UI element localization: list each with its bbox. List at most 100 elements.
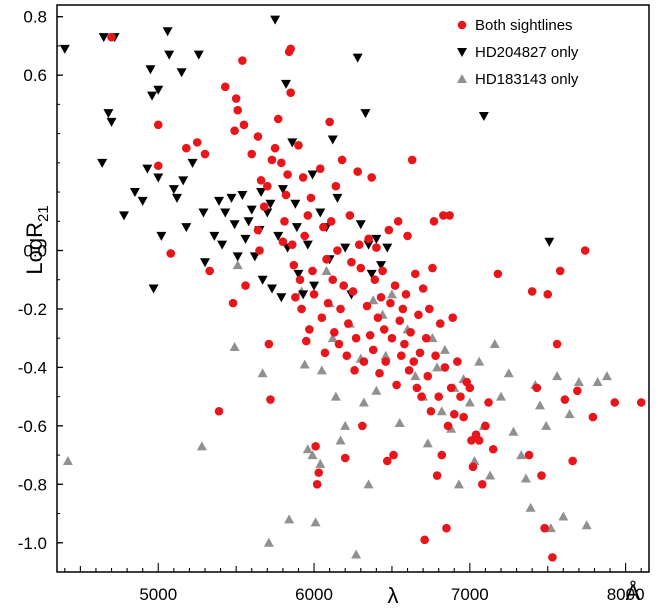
- data-point: [322, 254, 331, 264]
- data-point: [317, 313, 327, 323]
- data-point: [162, 27, 173, 37]
- data-point: [592, 377, 603, 387]
- y-axis-label: LogR21: [22, 205, 52, 274]
- data-point: [241, 281, 250, 290]
- data-point: [467, 436, 476, 445]
- data-point: [230, 126, 239, 135]
- data-point: [488, 444, 498, 454]
- data-point: [484, 398, 493, 407]
- data-point: [360, 109, 371, 119]
- data-point: [568, 456, 577, 466]
- data-point: [453, 479, 464, 489]
- data-point: [435, 319, 445, 328]
- data-point: [243, 217, 254, 227]
- data-point: [339, 281, 348, 290]
- data-point: [429, 216, 439, 226]
- x-axis-label: λ: [388, 583, 399, 608]
- data-point: [273, 114, 283, 124]
- series-triangle-up: [62, 260, 612, 559]
- data-point: [610, 398, 620, 407]
- data-point: [265, 199, 276, 209]
- data-point: [192, 138, 202, 147]
- data-point: [425, 304, 434, 314]
- data-point: [257, 368, 268, 378]
- data-point: [453, 357, 462, 366]
- data-point: [153, 85, 164, 95]
- data-point: [220, 82, 230, 92]
- data-point: [298, 173, 308, 182]
- data-point: [398, 304, 408, 314]
- data-point: [414, 310, 423, 320]
- data-point: [315, 458, 326, 468]
- data-point: [209, 231, 220, 241]
- data-point: [439, 344, 450, 354]
- y-axis-label-subscript: 21: [35, 205, 52, 222]
- data-point: [356, 263, 366, 273]
- data-point: [363, 479, 374, 489]
- data-point: [256, 176, 266, 185]
- data-point: [588, 412, 598, 422]
- data-point: [378, 266, 387, 276]
- data-point: [238, 56, 247, 65]
- data-point: [308, 266, 317, 276]
- data-point: [320, 348, 330, 358]
- data-point: [303, 211, 313, 220]
- data-point: [290, 199, 301, 209]
- data-point: [107, 32, 116, 42]
- data-point: [439, 211, 448, 220]
- data-point: [253, 225, 263, 235]
- data-point: [147, 91, 158, 101]
- data-point: [286, 44, 295, 54]
- data-point: [465, 383, 475, 393]
- data-point: [311, 442, 320, 451]
- data-point: [552, 371, 563, 381]
- data-point: [129, 188, 140, 198]
- data-point: [368, 295, 379, 305]
- legend-marker: [457, 74, 467, 83]
- data-point: [310, 517, 321, 527]
- data-point: [389, 450, 398, 460]
- data-point: [305, 325, 314, 334]
- data-point: [342, 351, 352, 361]
- data-point: [315, 164, 325, 173]
- data-point: [286, 88, 295, 97]
- data-point: [291, 292, 300, 302]
- data-point: [464, 397, 475, 407]
- data-point: [214, 406, 224, 416]
- data-point: [237, 190, 248, 200]
- data-point: [232, 252, 243, 262]
- legend-marker: [457, 20, 467, 30]
- data-point: [256, 188, 267, 198]
- data-point: [330, 391, 341, 401]
- data-point: [376, 261, 387, 271]
- data-point: [306, 193, 316, 203]
- y-tick-label: 0.0: [23, 242, 47, 261]
- data-point: [417, 392, 426, 401]
- data-point: [334, 339, 344, 349]
- data-point: [287, 138, 298, 148]
- data-point: [229, 341, 240, 351]
- y-tick-label: -0.2: [18, 300, 47, 319]
- data-point: [370, 275, 380, 285]
- data-point: [432, 471, 442, 480]
- data-point: [233, 105, 243, 115]
- data-point: [386, 289, 397, 299]
- data-point: [478, 112, 489, 122]
- data-point: [228, 298, 238, 308]
- data-point: [328, 275, 338, 285]
- data-point: [445, 211, 454, 220]
- data-point: [436, 406, 447, 416]
- data-point: [200, 258, 210, 268]
- data-point: [353, 167, 362, 176]
- data-point: [103, 109, 114, 119]
- data-point: [379, 325, 389, 334]
- data-point: [382, 456, 392, 466]
- data-point: [156, 231, 167, 241]
- data-point: [540, 523, 549, 533]
- data-point: [503, 368, 514, 378]
- data-point: [217, 240, 228, 250]
- data-point: [468, 462, 478, 472]
- data-point: [278, 237, 288, 247]
- data-point: [264, 339, 274, 349]
- data-point: [257, 275, 268, 285]
